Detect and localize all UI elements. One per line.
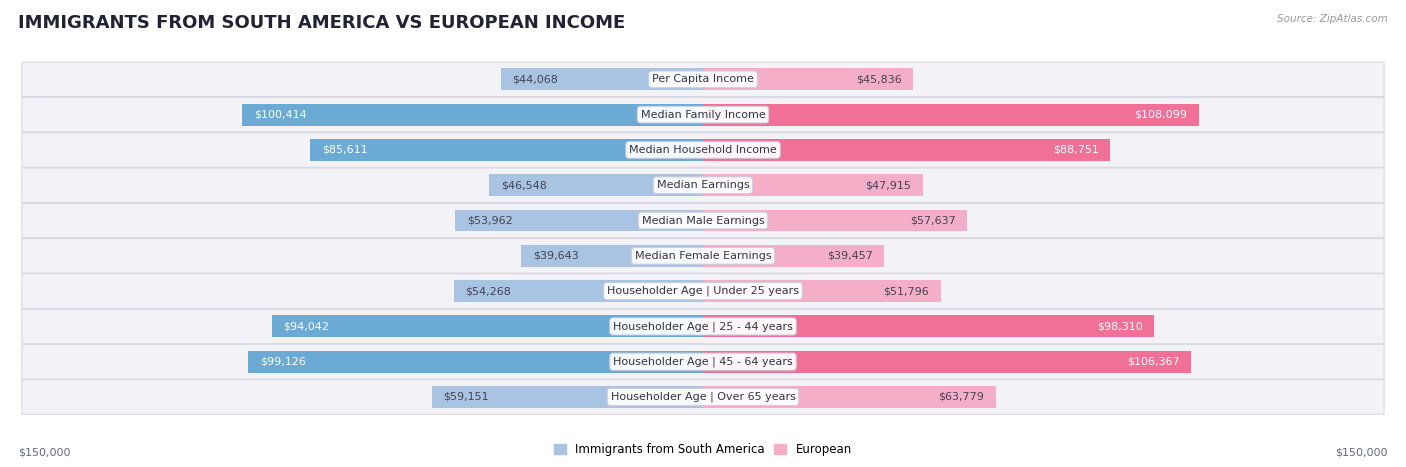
Bar bbox=[454, 280, 703, 302]
Text: $51,796: $51,796 bbox=[883, 286, 929, 296]
Bar bbox=[249, 351, 703, 373]
Text: $88,751: $88,751 bbox=[1053, 145, 1098, 155]
Text: Householder Age | Under 25 years: Householder Age | Under 25 years bbox=[607, 286, 799, 297]
Bar bbox=[522, 245, 703, 267]
Text: $39,643: $39,643 bbox=[533, 251, 578, 261]
Bar bbox=[703, 386, 995, 408]
Text: Householder Age | Over 65 years: Householder Age | Over 65 years bbox=[610, 392, 796, 402]
Text: Median Earnings: Median Earnings bbox=[657, 180, 749, 190]
Text: $150,000: $150,000 bbox=[1336, 448, 1388, 458]
Bar bbox=[271, 316, 703, 337]
Bar bbox=[489, 174, 703, 196]
Text: $108,099: $108,099 bbox=[1135, 110, 1187, 120]
Text: $57,637: $57,637 bbox=[910, 216, 956, 226]
FancyBboxPatch shape bbox=[22, 274, 1384, 308]
Text: $53,962: $53,962 bbox=[467, 216, 513, 226]
Bar bbox=[242, 104, 703, 126]
Text: $59,151: $59,151 bbox=[443, 392, 489, 402]
Text: Median Male Earnings: Median Male Earnings bbox=[641, 216, 765, 226]
Bar bbox=[703, 351, 1191, 373]
Bar bbox=[703, 316, 1154, 337]
Text: $99,126: $99,126 bbox=[260, 357, 305, 367]
Text: $106,367: $106,367 bbox=[1126, 357, 1180, 367]
FancyBboxPatch shape bbox=[22, 97, 1384, 132]
FancyBboxPatch shape bbox=[22, 344, 1384, 379]
Text: $39,457: $39,457 bbox=[827, 251, 873, 261]
Text: Source: ZipAtlas.com: Source: ZipAtlas.com bbox=[1277, 14, 1388, 24]
Bar bbox=[432, 386, 703, 408]
Bar bbox=[703, 139, 1111, 161]
Text: $45,836: $45,836 bbox=[856, 74, 901, 85]
Bar bbox=[703, 245, 884, 267]
Text: $150,000: $150,000 bbox=[18, 448, 70, 458]
Text: Per Capita Income: Per Capita Income bbox=[652, 74, 754, 85]
Bar bbox=[456, 210, 703, 232]
Bar bbox=[501, 68, 703, 90]
Text: Median Household Income: Median Household Income bbox=[628, 145, 778, 155]
FancyBboxPatch shape bbox=[22, 62, 1384, 97]
Bar bbox=[703, 280, 941, 302]
Bar bbox=[703, 210, 967, 232]
Text: Median Family Income: Median Family Income bbox=[641, 110, 765, 120]
Bar bbox=[703, 174, 922, 196]
Text: $63,779: $63,779 bbox=[938, 392, 984, 402]
FancyBboxPatch shape bbox=[22, 203, 1384, 238]
Text: $47,915: $47,915 bbox=[866, 180, 911, 190]
Text: Householder Age | 45 - 64 years: Householder Age | 45 - 64 years bbox=[613, 356, 793, 367]
Legend: Immigrants from South America, European: Immigrants from South America, European bbox=[550, 439, 856, 461]
Text: $100,414: $100,414 bbox=[254, 110, 307, 120]
Text: $46,548: $46,548 bbox=[501, 180, 547, 190]
FancyBboxPatch shape bbox=[22, 133, 1384, 167]
FancyBboxPatch shape bbox=[22, 239, 1384, 273]
Text: $54,268: $54,268 bbox=[465, 286, 512, 296]
Text: $85,611: $85,611 bbox=[322, 145, 367, 155]
Text: IMMIGRANTS FROM SOUTH AMERICA VS EUROPEAN INCOME: IMMIGRANTS FROM SOUTH AMERICA VS EUROPEA… bbox=[18, 14, 626, 32]
Text: $98,310: $98,310 bbox=[1097, 321, 1143, 332]
Bar bbox=[703, 68, 914, 90]
Text: $44,068: $44,068 bbox=[512, 74, 558, 85]
Bar bbox=[311, 139, 703, 161]
Text: Householder Age | 25 - 44 years: Householder Age | 25 - 44 years bbox=[613, 321, 793, 332]
Text: Median Female Earnings: Median Female Earnings bbox=[634, 251, 772, 261]
Text: $94,042: $94,042 bbox=[283, 321, 329, 332]
FancyBboxPatch shape bbox=[22, 380, 1384, 414]
Bar bbox=[703, 104, 1199, 126]
FancyBboxPatch shape bbox=[22, 168, 1384, 203]
FancyBboxPatch shape bbox=[22, 309, 1384, 344]
